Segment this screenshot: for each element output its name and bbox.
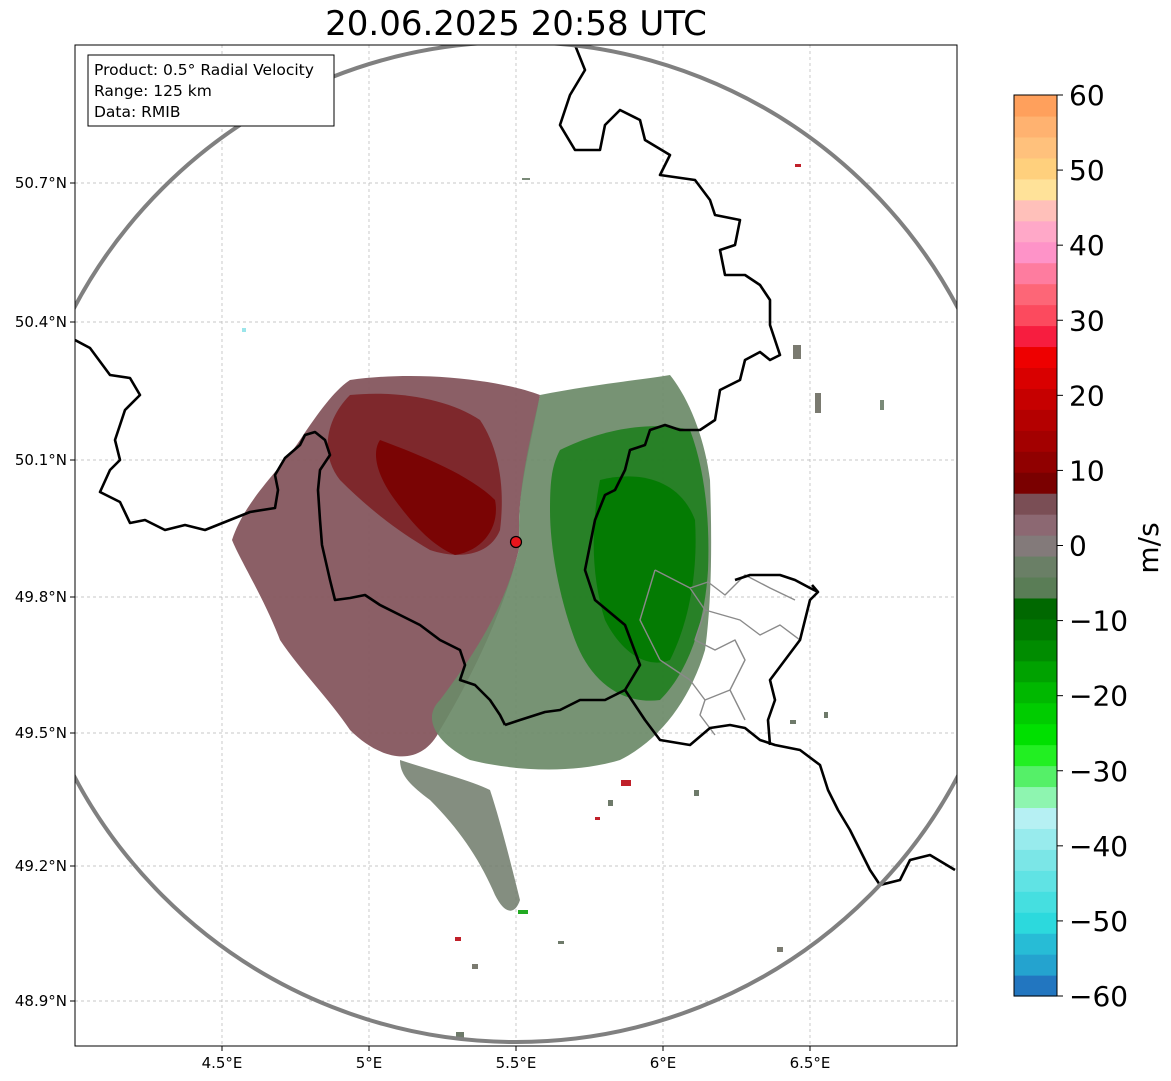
- lon-tick-label: 4.5°E: [202, 1054, 243, 1072]
- colorbar-swatch: [1014, 765, 1057, 788]
- colorbar-tick-label: 50: [1069, 154, 1105, 187]
- colorbar-swatch: [1014, 744, 1057, 767]
- lon-tick-label: 6.5°E: [790, 1054, 831, 1072]
- colorbar-tick-label: 0: [1069, 530, 1087, 563]
- colorbar-swatch: [1014, 933, 1057, 955]
- national-border-north: [504, 45, 782, 727]
- colorbar-swatch: [1014, 262, 1057, 285]
- lon-tick-label: 6°E: [650, 1054, 677, 1072]
- colorbar-swatch: [1014, 975, 1057, 997]
- colorbar-swatch: [1014, 367, 1057, 389]
- national-border-south: [623, 689, 956, 887]
- colorbar-swatch: [1014, 891, 1057, 913]
- regional-border: [639, 569, 801, 736]
- latitude-axis: 50.7°N 50.4°N 50.1°N 49.8°N 49.5°N 49.2°N 48.9…: [15, 174, 75, 1010]
- colorbar-swatch: [1014, 325, 1057, 348]
- colorbar-swatch: [1014, 912, 1057, 934]
- colorbar-swatch: [1014, 870, 1057, 892]
- colorbar-swatch: [1014, 681, 1057, 704]
- colorbar-swatch: [1014, 555, 1057, 578]
- colorbar-swatch: [1014, 535, 1057, 557]
- colorbar-swatch: [1014, 472, 1057, 494]
- lat-tick-label: 49.8°N: [15, 588, 67, 606]
- lon-tick-label: 5.5°E: [496, 1054, 537, 1072]
- lat-tick-label: 48.9°N: [15, 992, 67, 1010]
- colorbar-ticks: 60 50 40 30 20 10 0 −10 −20 −30 −40 −50 −60: [1057, 79, 1128, 1013]
- colorbar-tick-label: 30: [1069, 304, 1105, 337]
- colorbar-swatch: [1014, 702, 1057, 725]
- colorbar-swatch: [1014, 723, 1057, 746]
- colorbar-swatch: [1014, 493, 1057, 515]
- echo-southern-trail: [400, 760, 520, 911]
- colorbar-swatch: [1014, 639, 1057, 662]
- colorbar-swatch: [1014, 430, 1057, 452]
- lat-tick-label: 49.2°N: [15, 857, 67, 875]
- colorbar: [1013, 94, 1058, 997]
- colorbar-tick-label: 20: [1069, 379, 1105, 412]
- info-box: Product: 0.5° Radial Velocity Range: 125…: [87, 54, 335, 127]
- colorbar-swatch: [1014, 660, 1057, 683]
- colorbar-swatch: [1014, 954, 1057, 976]
- colorbar-swatch: [1014, 199, 1057, 222]
- colorbar-tick-label: −40: [1069, 830, 1128, 863]
- national-border-west: [75, 338, 507, 726]
- national-border-east: [734, 573, 820, 746]
- colorbar-swatch: [1014, 618, 1057, 641]
- colorbar-tick-label: −60: [1069, 980, 1128, 1013]
- colorbar-swatch: [1014, 157, 1057, 180]
- lat-tick-label: 50.4°N: [15, 313, 67, 331]
- colorbar-tick-label: −20: [1069, 680, 1128, 713]
- range-ring: [75, 45, 957, 1044]
- colorbar-swatch: [1014, 828, 1057, 850]
- info-range: Range: 125 km: [94, 82, 212, 100]
- lat-tick-label: 49.5°N: [15, 724, 67, 742]
- colorbar-tick-label: 60: [1069, 79, 1105, 112]
- lat-tick-label: 50.1°N: [15, 451, 67, 469]
- velocity-echoes: [232, 164, 884, 1038]
- lat-tick-label: 50.7°N: [15, 174, 67, 192]
- colorbar-swatch: [1014, 597, 1057, 620]
- echo-outbound-center: [375, 440, 496, 555]
- colorbar-swatch: [1014, 95, 1057, 117]
- info-product: Product: 0.5° Radial Velocity: [94, 61, 314, 79]
- colorbar-swatch: [1014, 409, 1057, 431]
- colorbar-swatch: [1014, 346, 1057, 368]
- colorbar-swatch: [1014, 220, 1057, 243]
- colorbar-swatch: [1014, 283, 1057, 306]
- radar-site-marker: [509, 535, 523, 549]
- colorbar-swatch: [1014, 514, 1057, 536]
- colorbar-tick-label: −30: [1069, 755, 1128, 788]
- colorbar-swatch: [1014, 807, 1057, 829]
- info-data-source: Data: RMIB: [94, 103, 181, 121]
- map-title: 20.06.2025 20:58 UTC: [325, 4, 707, 44]
- longitude-axis: 4.5°E 5°E 5.5°E 6°E 6.5°E: [202, 1046, 831, 1072]
- colorbar-label: m/s: [1132, 522, 1165, 573]
- colorbar-swatch: [1014, 304, 1057, 327]
- colorbar-swatch: [1014, 241, 1057, 264]
- colorbar-swatch: [1014, 786, 1057, 809]
- colorbar-tick-label: −50: [1069, 905, 1128, 938]
- colorbar-swatch: [1014, 388, 1057, 410]
- echo-inbound-center: [593, 476, 696, 663]
- colorbar-swatch: [1014, 136, 1057, 159]
- borders: [75, 45, 956, 887]
- colorbar-tick-label: 10: [1069, 454, 1105, 487]
- colorbar-swatch: [1014, 178, 1057, 201]
- colorbar-swatch: [1014, 115, 1057, 138]
- colorbar-tick-label: 40: [1069, 229, 1105, 262]
- colorbar-swatch: [1014, 576, 1057, 599]
- colorbar-tick-label: −10: [1069, 605, 1128, 638]
- colorbar-swatch: [1014, 451, 1057, 473]
- lon-tick-label: 5°E: [356, 1054, 383, 1072]
- colorbar-swatch: [1014, 849, 1057, 871]
